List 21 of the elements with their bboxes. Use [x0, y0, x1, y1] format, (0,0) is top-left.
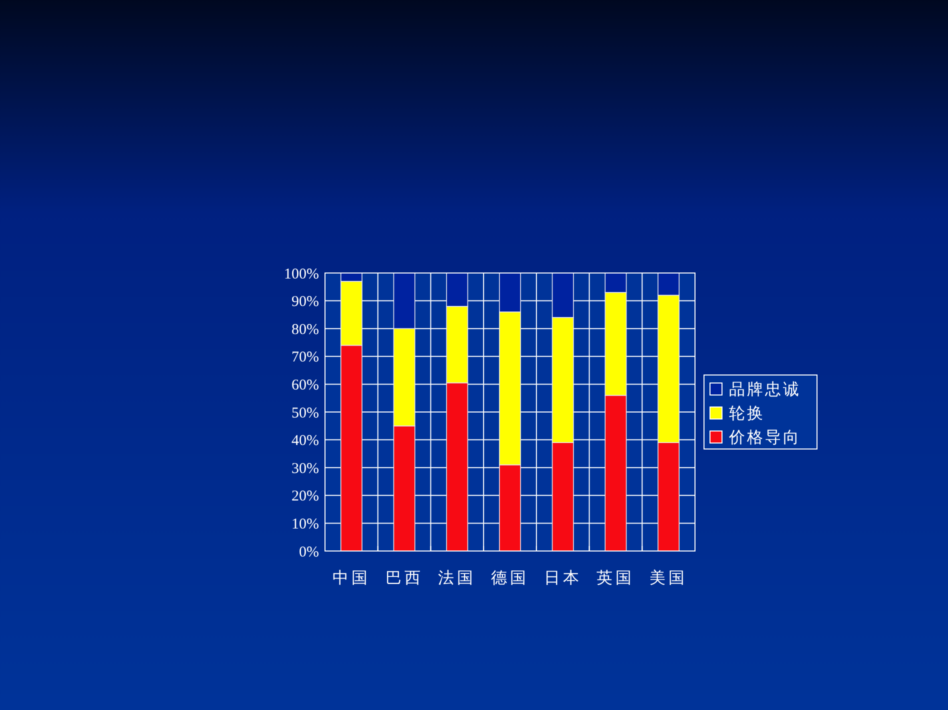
y-tick-label: 60%: [292, 377, 319, 394]
legend-label: 品牌忠诚: [729, 380, 801, 399]
y-tick-label: 70%: [292, 350, 319, 366]
y-tick-label: 10%: [292, 516, 319, 532]
x-tick-label: 美国: [650, 568, 688, 587]
x-tick-label: 法国: [438, 568, 476, 587]
x-tick-label: 中国: [332, 568, 370, 587]
x-tick-label: 日本: [544, 568, 582, 587]
legend-label: 价格导向: [728, 428, 801, 447]
y-tick-label: 80%: [292, 322, 319, 338]
y-tick-label: 40%: [292, 433, 319, 450]
y-tick-label: 100%: [284, 266, 319, 282]
x-tick-label: 巴西: [385, 568, 424, 587]
x-tick-label: 英国: [596, 568, 635, 587]
y-tick-label: 50%: [292, 405, 319, 422]
y-tick-label: 30%: [292, 460, 319, 477]
y-tick-label: 0%: [299, 544, 319, 560]
x-tick-label: 德国: [491, 568, 529, 587]
y-tick-label: 20%: [292, 488, 319, 505]
y-tick-label: 90%: [292, 294, 319, 310]
legend-label: 轮换: [729, 404, 765, 423]
